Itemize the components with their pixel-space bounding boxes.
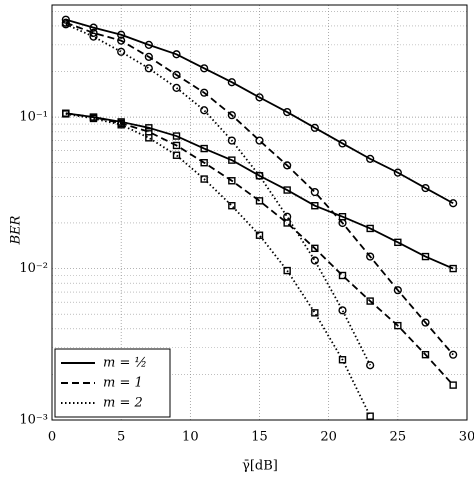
marker <box>449 381 457 389</box>
marker <box>366 252 375 261</box>
marker <box>283 186 291 194</box>
marker <box>311 244 319 253</box>
marker <box>227 111 236 120</box>
series-line <box>65 23 371 366</box>
marker <box>200 159 208 167</box>
marker <box>228 156 236 164</box>
x-tick-label: 25 <box>390 430 407 445</box>
marker <box>172 70 181 80</box>
series-line <box>65 112 454 386</box>
y-tick-label: 10⁻¹ <box>19 110 48 125</box>
marker <box>144 64 153 73</box>
marker <box>366 224 374 233</box>
marker <box>200 88 209 97</box>
marker <box>283 161 292 170</box>
marker <box>366 361 375 370</box>
x-tick-label: 15 <box>251 430 268 445</box>
marker <box>200 175 208 183</box>
legend-label: m = ½ <box>103 356 147 371</box>
marker <box>338 213 347 221</box>
marker <box>283 107 292 117</box>
marker <box>310 123 319 132</box>
marker <box>255 231 264 239</box>
marker <box>172 151 181 159</box>
marker <box>449 264 457 273</box>
series-line <box>65 21 454 356</box>
marker <box>228 202 236 210</box>
marker <box>338 306 347 315</box>
marker <box>366 154 375 163</box>
marker <box>145 134 153 142</box>
marker <box>311 202 319 210</box>
y-tick-label: 10⁻² <box>19 261 48 276</box>
marker <box>310 187 319 197</box>
marker <box>255 197 264 205</box>
x-tick-label: 0 <box>48 430 56 445</box>
x-tick-label: 20 <box>320 430 337 445</box>
marker <box>449 199 458 208</box>
marker <box>255 172 264 180</box>
marker <box>172 50 181 59</box>
marker <box>117 36 126 45</box>
marker <box>144 52 153 61</box>
marker <box>421 350 430 359</box>
marker <box>89 114 98 123</box>
legend-label: m = 2 <box>103 396 143 411</box>
legend-label: m = 1 <box>103 376 143 391</box>
marker <box>200 64 209 73</box>
marker <box>283 219 291 227</box>
marker <box>172 83 181 92</box>
marker <box>421 252 430 261</box>
series-line <box>65 18 454 205</box>
y-axis-label: BER <box>9 215 24 245</box>
marker <box>61 20 70 29</box>
marker <box>394 321 402 330</box>
y-tick-label: 10⁻³ <box>19 413 48 428</box>
marker <box>172 132 181 140</box>
marker <box>200 106 209 115</box>
marker <box>421 183 430 193</box>
marker <box>145 124 153 132</box>
marker <box>255 93 264 102</box>
marker <box>394 238 402 247</box>
marker <box>421 318 430 327</box>
marker <box>338 356 347 364</box>
x-axis-label: γ̄[dB] <box>242 459 278 474</box>
marker <box>310 256 319 265</box>
marker <box>117 30 126 39</box>
marker <box>393 286 402 295</box>
x-tick-label: 30 <box>459 430 474 445</box>
marker <box>89 28 98 37</box>
marker <box>338 271 347 280</box>
x-tick-label: 10 <box>182 430 199 445</box>
marker <box>393 168 402 177</box>
marker <box>144 40 153 49</box>
marker <box>172 141 181 150</box>
marker <box>311 309 319 317</box>
series-line <box>65 112 454 270</box>
marker <box>228 177 236 185</box>
marker <box>117 121 125 129</box>
x-tick-label: 5 <box>117 430 125 445</box>
marker <box>117 47 126 56</box>
marker <box>366 412 374 420</box>
marker <box>338 139 347 148</box>
marker <box>200 144 208 153</box>
marker <box>89 32 98 41</box>
marker <box>62 110 70 118</box>
plot-frame <box>51 4 468 421</box>
marker <box>227 78 236 87</box>
marker <box>89 23 98 32</box>
marker <box>366 297 374 305</box>
marker <box>283 266 291 275</box>
marker <box>449 350 458 359</box>
marker <box>255 136 264 145</box>
marker <box>227 136 236 145</box>
